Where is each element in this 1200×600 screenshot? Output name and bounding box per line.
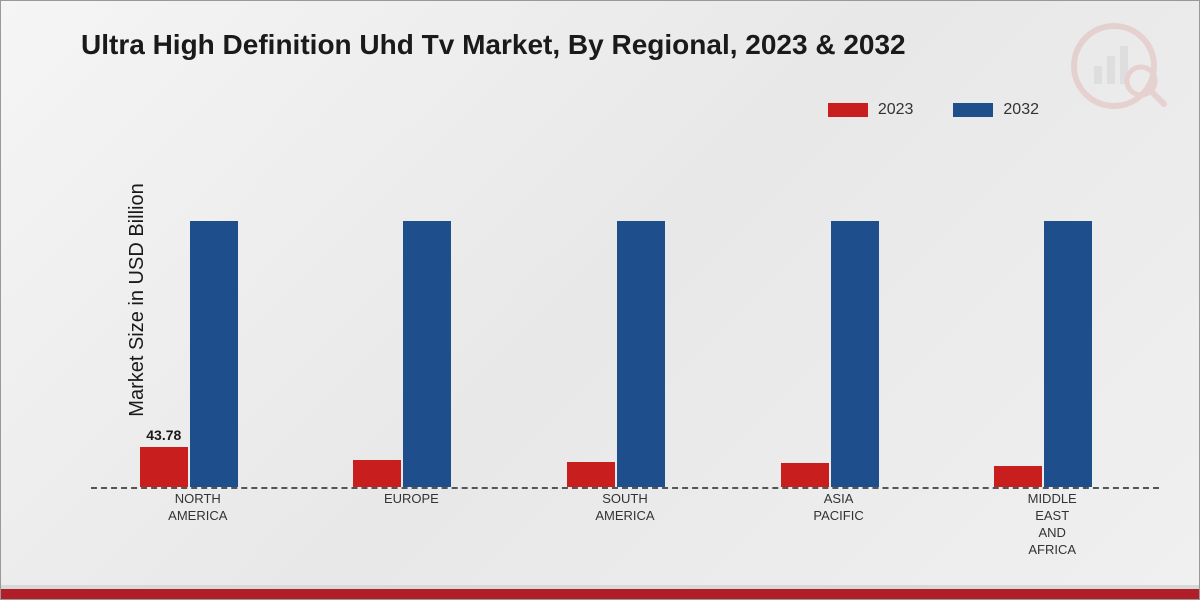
legend: 2023 2032 — [828, 101, 1039, 119]
legend-label-2032: 2032 — [1003, 101, 1039, 119]
bar-2032 — [1044, 221, 1092, 487]
bar-2023 — [781, 463, 829, 487]
bar-2023: 43.78 — [140, 447, 188, 487]
bar-2032 — [190, 221, 238, 487]
category-label: NORTH AMERICA — [118, 491, 278, 559]
legend-swatch-2032 — [953, 103, 993, 117]
watermark-logo-icon — [1059, 21, 1169, 111]
category-labels: NORTH AMERICA EUROPE SOUTH AMERICA ASIA PAC… — [91, 491, 1159, 559]
legend-label-2023: 2023 — [878, 101, 914, 119]
bar-group — [331, 161, 491, 489]
bar-group — [759, 161, 919, 489]
bar-2023 — [567, 462, 615, 487]
category-label: SOUTH AMERICA — [545, 491, 705, 559]
bar-group — [545, 161, 705, 489]
bar-2023 — [994, 466, 1042, 487]
bar-2032 — [403, 221, 451, 487]
legend-swatch-2023 — [828, 103, 868, 117]
plot-area: 43.78 — [91, 161, 1159, 489]
category-label: MIDDLE EAST AND AFRICA — [972, 491, 1132, 559]
legend-item-2023: 2023 — [828, 101, 914, 119]
x-axis-baseline — [91, 487, 1159, 489]
bar-group: 43.78 — [118, 161, 278, 489]
category-label: EUROPE — [331, 491, 491, 559]
bar-group — [972, 161, 1132, 489]
chart-container: Ultra High Definition Uhd Tv Market, By … — [0, 0, 1200, 600]
category-label: ASIA PACIFIC — [759, 491, 919, 559]
bar-2032 — [617, 221, 665, 487]
chart-title: Ultra High Definition Uhd Tv Market, By … — [81, 29, 906, 61]
footer-accent-bar — [1, 585, 1199, 599]
bar-2032 — [831, 221, 879, 487]
bar-2023 — [353, 460, 401, 488]
legend-item-2032: 2032 — [953, 101, 1039, 119]
bar-value-label: 43.78 — [146, 427, 181, 443]
